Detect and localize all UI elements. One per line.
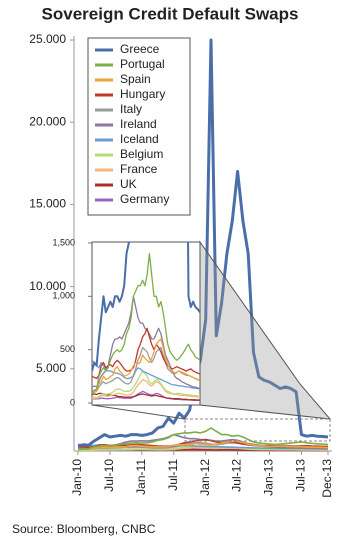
x-tick-label: Jan-10 — [70, 459, 84, 496]
y-tick-label: 5.000 — [36, 361, 66, 375]
zoom-region — [184, 418, 331, 442]
chart-title: Sovereign Credit Default Swaps — [42, 4, 299, 23]
x-tick-label: Jul-10 — [102, 459, 116, 492]
series-line — [92, 338, 200, 394]
series-line — [92, 346, 200, 392]
legend-label: Iceland — [120, 132, 159, 146]
legend-label: Portugal — [120, 57, 165, 71]
zoom-wedge — [199, 240, 332, 420]
series-line — [77, 440, 329, 451]
series-line — [92, 253, 200, 394]
legend-label: Germany — [120, 192, 169, 206]
y-axis-labels: 5.000 10.000 15.000 20.000 25.000 — [29, 32, 74, 375]
x-tick-label: Jul-13 — [294, 459, 308, 492]
series-line — [92, 327, 200, 380]
inset-axis: 0 500 1,000 1,500 — [52, 237, 92, 407]
inset-tick-label: 1,500 — [52, 237, 75, 247]
plot-area — [77, 38, 329, 452]
series-line — [77, 427, 329, 451]
x-tick-label: Jan-11 — [134, 459, 148, 495]
y-tick-label: 10.000 — [29, 279, 66, 293]
x-tick-label: Jul-12 — [230, 459, 244, 492]
legend-label: France — [120, 162, 158, 176]
series-line — [92, 359, 200, 390]
source-note: Source: Bloomberg, CNBC — [12, 522, 156, 536]
series-line — [92, 242, 200, 372]
inset-plot — [92, 242, 200, 402]
y-tick-label: 25.000 — [29, 32, 66, 46]
zoom-line — [91, 404, 186, 420]
x-tick-label: Jan-13 — [262, 459, 276, 496]
legend-label: UK — [120, 177, 137, 191]
legend-label: Belgium — [120, 147, 163, 161]
x-tick-label: Jul-11 — [166, 459, 180, 491]
legend-label: Ireland — [120, 117, 157, 131]
legend-label: Spain — [120, 72, 151, 86]
inset-frame — [91, 241, 201, 406]
series-line — [77, 38, 329, 448]
inset-tick-label: 500 — [60, 344, 75, 354]
y-tick-label: 20.000 — [29, 114, 66, 128]
x-axis-labels: Jan-10 Jul-10 Jan-11 Jul-11 Jan-12 Jul-12 Jan-… — [70, 451, 334, 498]
y-tick-label: 15.000 — [29, 197, 66, 211]
legend-label: Hungary — [120, 87, 165, 101]
x-tick-label: Dec-13 — [320, 459, 334, 498]
inset-tick-label: 1,000 — [52, 291, 75, 301]
series-line — [92, 370, 200, 399]
x-tick-label: Jan-12 — [198, 459, 212, 496]
legend-label: Greece — [120, 42, 160, 56]
legend: GreecePortugalSpainHungaryItalyIrelandIc… — [87, 37, 191, 216]
series-line — [92, 378, 200, 400]
inset-tick-label: 0 — [70, 397, 75, 407]
legend-label: Italy — [120, 102, 142, 116]
